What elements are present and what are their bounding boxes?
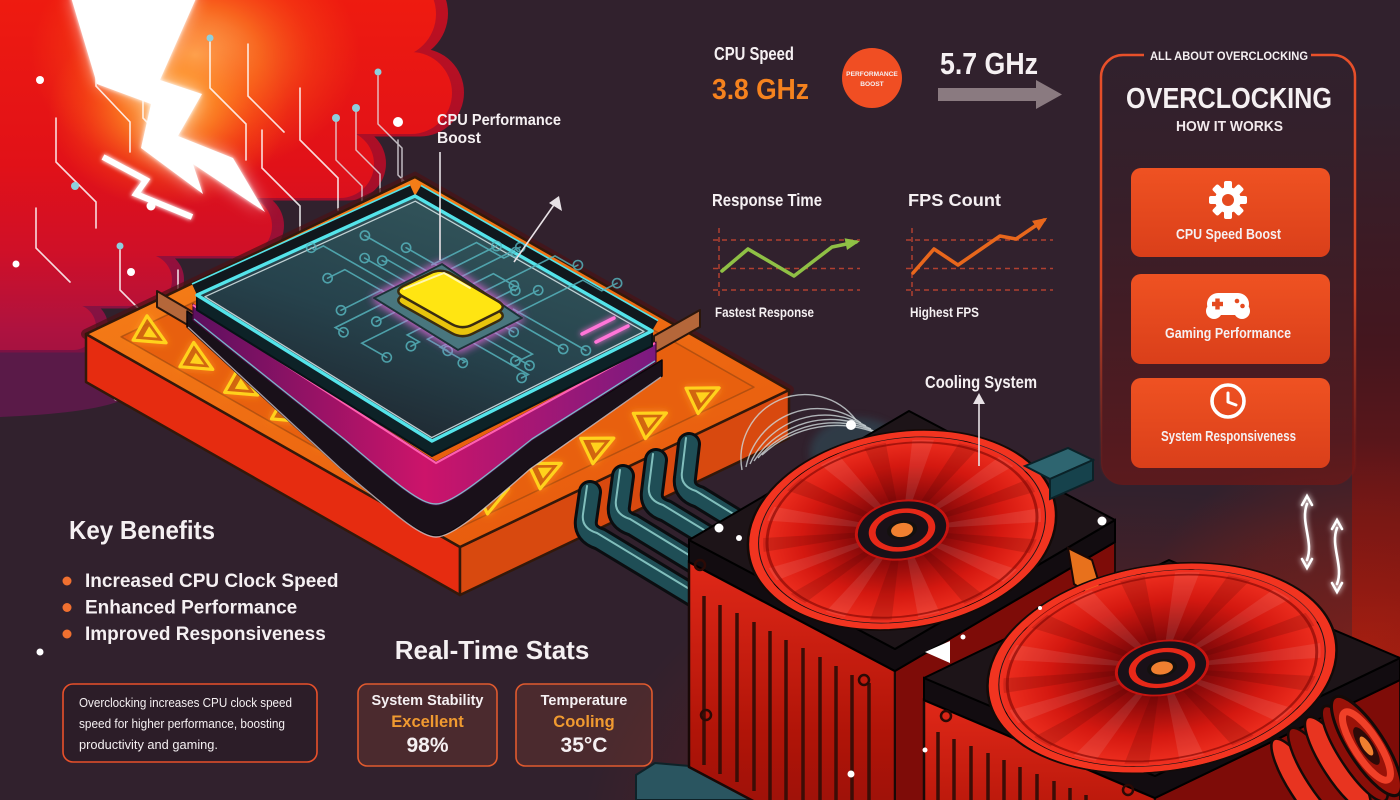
svg-text:System Responsiveness: System Responsiveness: [1161, 428, 1296, 445]
svg-text:productivity and gaming.: productivity and gaming.: [79, 737, 218, 752]
svg-text:Response Time: Response Time: [712, 190, 822, 210]
svg-text:Overclocking increases CPU clo: Overclocking increases CPU clock speed: [79, 695, 292, 710]
svg-text:Boost: Boost: [437, 130, 481, 147]
svg-text:Highest FPS: Highest FPS: [910, 305, 979, 320]
svg-text:Fastest Response: Fastest Response: [715, 304, 814, 320]
svg-text:PERFORMANCE: PERFORMANCE: [846, 71, 898, 78]
svg-text:Improved Responsiveness: Improved Responsiveness: [85, 624, 326, 645]
svg-text:System Stability: System Stability: [371, 693, 483, 709]
svg-text:Increased CPU Clock Speed: Increased CPU Clock Speed: [85, 571, 338, 592]
svg-text:3.8 GHz: 3.8 GHz: [712, 74, 809, 106]
svg-text:CPU Performance: CPU Performance: [437, 112, 561, 129]
svg-text:Real-Time Stats: Real-Time Stats: [395, 635, 590, 665]
svg-text:Cooling System: Cooling System: [925, 372, 1037, 392]
svg-text:CPU Speed Boost: CPU Speed Boost: [1176, 226, 1281, 243]
svg-text:ALL ABOUT OVERCLOCKING: ALL ABOUT OVERCLOCKING: [1150, 51, 1308, 63]
svg-text:Cooling: Cooling: [553, 713, 614, 731]
svg-text:OVERCLOCKING: OVERCLOCKING: [1126, 83, 1332, 115]
svg-text:CPU Speed: CPU Speed: [714, 43, 794, 64]
svg-text:HOW IT WORKS: HOW IT WORKS: [1176, 118, 1283, 135]
svg-text:98%: 98%: [406, 734, 448, 757]
svg-text:Gaming Performance: Gaming Performance: [1165, 325, 1291, 342]
svg-text:5.7 GHz: 5.7 GHz: [940, 46, 1038, 81]
svg-text:Enhanced Performance: Enhanced Performance: [85, 598, 297, 619]
svg-text:Key Benefits: Key Benefits: [69, 515, 215, 545]
svg-text:35°C: 35°C: [561, 734, 608, 757]
svg-text:Excellent: Excellent: [391, 713, 464, 731]
svg-text:speed for higher performance,: speed for higher performance, boosting: [79, 716, 285, 731]
svg-text:BOOST: BOOST: [860, 81, 883, 88]
svg-text:FPS Count: FPS Count: [908, 190, 1001, 210]
svg-text:Temperature: Temperature: [541, 693, 628, 709]
